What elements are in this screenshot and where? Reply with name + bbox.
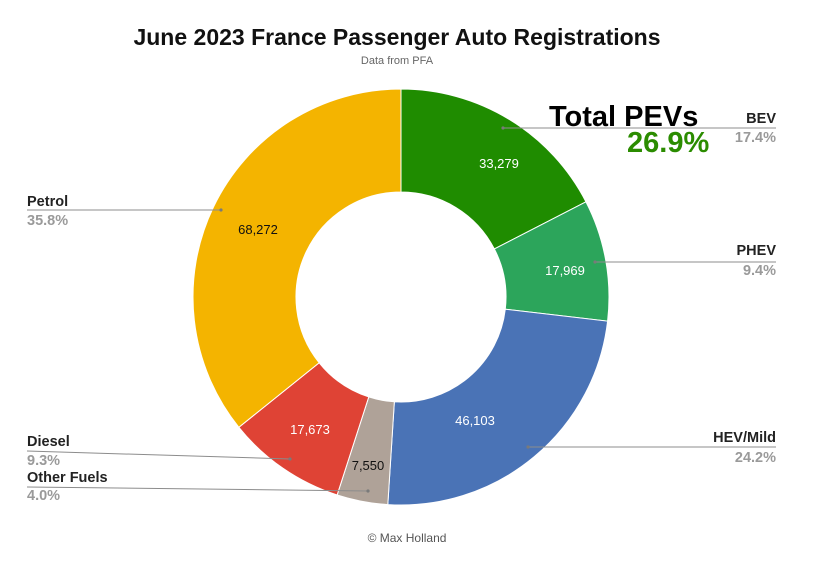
value-label-other-fuels: 7,550 xyxy=(352,458,385,473)
leader-lines xyxy=(26,126,776,493)
chart-title: June 2023 France Passenger Auto Registra… xyxy=(133,24,660,50)
annotation-value: 26.9% xyxy=(627,127,709,159)
value-label-phev: 17,969 xyxy=(545,263,585,278)
leader-dot-hev-mild xyxy=(526,445,530,449)
total-pevs-annotation: Total PEVs 26.9% xyxy=(549,101,709,159)
leader-dot-other-fuels xyxy=(366,489,370,493)
percent-label-bev: 17.4% xyxy=(735,130,776,146)
slice-petrol xyxy=(192,88,402,428)
leader-dot-diesel xyxy=(288,457,292,461)
category-label-bev: BEV xyxy=(746,111,776,127)
value-label-petrol: 68,272 xyxy=(238,222,278,237)
category-label-petrol: Petrol xyxy=(27,194,68,210)
leader-line-diesel xyxy=(26,450,291,460)
percent-label-diesel: 9.3% xyxy=(27,453,60,469)
slice-hev-mild xyxy=(387,308,609,506)
value-label-diesel: 17,673 xyxy=(290,422,330,437)
category-label-phev: PHEV xyxy=(737,243,777,259)
value-label-hev-mild: 46,103 xyxy=(455,413,495,428)
percent-label-phev: 9.4% xyxy=(743,263,776,279)
category-label-diesel: Diesel xyxy=(27,434,70,450)
category-labels-right: BEV 17.4% PHEV 9.4% HEV/Mild 24.2% xyxy=(713,111,776,466)
percent-label-other-fuels: 4.0% xyxy=(27,488,60,504)
leader-dot-bev xyxy=(501,126,505,130)
category-labels-left: Other Fuels 4.0% Diesel 9.3% Petrol 35.8… xyxy=(27,194,108,504)
category-label-other-fuels: Other Fuels xyxy=(27,470,108,486)
percent-label-hev-mild: 24.2% xyxy=(735,450,776,466)
value-labels: 33,279 17,969 46,103 7,550 17,673 68,272 xyxy=(238,156,585,473)
annotation-label: Total PEVs xyxy=(549,101,698,133)
slice-bev xyxy=(400,88,587,250)
value-label-bev: 33,279 xyxy=(479,156,519,171)
slices xyxy=(192,88,610,506)
percent-label-petrol: 35.8% xyxy=(27,213,68,229)
leader-dot-petrol xyxy=(219,208,223,212)
chart-subtitle: Data from PFA xyxy=(361,55,434,67)
credit-text: © Max Holland xyxy=(368,531,447,545)
leader-dot-phev xyxy=(593,260,597,264)
category-label-hev-mild: HEV/Mild xyxy=(713,430,776,446)
leader-line-other-fuels xyxy=(26,486,369,492)
